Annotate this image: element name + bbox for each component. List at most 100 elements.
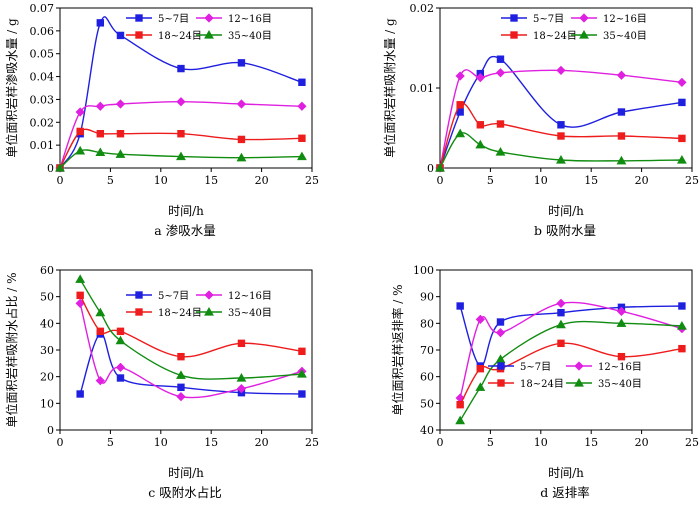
data-point [177, 64, 185, 73]
legend-item: 5~7目 [488, 362, 551, 373]
legend-marker [204, 13, 214, 23]
y-tick-label: 0.04 [30, 71, 55, 84]
legend-marker [579, 29, 589, 39]
x-axis-label: 时间/h [548, 204, 584, 218]
legend-item: 12~16目 [571, 13, 647, 25]
legend-marker [204, 290, 214, 300]
series-4 [55, 145, 307, 172]
y-tick-label: 0.05 [30, 48, 55, 61]
y-axis-label: 单位面积岩样返排率 / % [390, 284, 405, 415]
data-point [236, 384, 247, 394]
data-point [298, 390, 306, 398]
panel-c-adsorbed-water-ratio: 0 5 10 15 20 25 0 10 20 30 40 50 60 时间/h 单位面积岩样吸附水占比 /… [4, 264, 319, 500]
data-point [678, 134, 686, 143]
x-tick-label: 25 [305, 174, 319, 187]
data-point [476, 121, 485, 129]
legend-item: 5~7目 [126, 291, 189, 302]
series-2 [55, 97, 307, 173]
data-point [557, 132, 565, 140]
series-1 [76, 330, 306, 398]
legend-label: 12~16目 [228, 14, 272, 25]
data-point [236, 152, 247, 162]
legend-marker [135, 308, 143, 316]
data-point [495, 146, 506, 156]
legend-marker [510, 14, 518, 22]
y-tick-label: 0.06 [30, 25, 55, 38]
panel-b-adsorbed-water: 0 5 10 15 20 25 0 0.01 0.02 时间/h 单位面积岩样吸附水量 / g b 吸… [382, 2, 699, 238]
legend-marker [497, 379, 505, 387]
x-tick-label: 0 [437, 436, 444, 449]
x-tick-label: 20 [635, 174, 649, 187]
data-point [176, 97, 186, 107]
y-axis-label: 单位面积岩样吸附水占比 / % [4, 272, 19, 427]
legend-marker [497, 362, 505, 370]
data-point [556, 319, 566, 329]
data-point [176, 151, 186, 161]
data-point [298, 134, 306, 142]
data-point [556, 154, 566, 164]
x-axis-label: 时间/h [548, 466, 584, 480]
y-tick-label: 80 [420, 317, 434, 330]
legend-marker [135, 291, 143, 299]
legend-item: 18~24目 [126, 31, 202, 42]
data-point [116, 374, 125, 382]
legend-label: 12~16目 [603, 14, 647, 25]
plot-frame [439, 269, 693, 431]
x-tick-label: 10 [154, 174, 168, 187]
x-tick-label: 10 [534, 436, 548, 449]
data-point [55, 162, 65, 172]
legend-label: 5~7目 [533, 14, 564, 25]
data-point [176, 392, 186, 402]
data-point [678, 344, 686, 353]
data-point [616, 155, 627, 165]
legend-item: 18~24目 [126, 308, 202, 319]
legend-item: 35~40目 [196, 306, 272, 319]
x-tick-label: 5 [107, 436, 114, 449]
data-point [475, 72, 485, 83]
series-3 [456, 339, 686, 409]
y-tick-label: 50 [40, 291, 54, 304]
data-point [116, 31, 125, 40]
y-axis-label: 单位面积岩样渗吸水量 / g [4, 18, 19, 158]
legend-item: 35~40目 [196, 29, 272, 42]
data-point [496, 55, 505, 63]
legend-marker [135, 14, 143, 22]
y-tick-label: 0 [47, 162, 54, 175]
series-3 [56, 127, 306, 172]
series-line [79, 294, 303, 358]
data-point [617, 352, 626, 361]
data-point [556, 298, 566, 308]
y-axis-label: 单位面积岩样吸附水量 / g [382, 18, 397, 158]
data-point [455, 415, 466, 425]
y-tick-label: 10 [40, 397, 54, 410]
series-4 [455, 318, 687, 425]
data-point [455, 71, 465, 81]
data-point [76, 291, 84, 300]
legend-label: 18~24目 [158, 308, 202, 319]
series-2 [435, 65, 687, 173]
data-point [456, 302, 464, 310]
x-tick-label: 0 [57, 174, 64, 187]
data-point [297, 368, 307, 378]
data-point [475, 139, 486, 149]
legend-label: 35~40目 [228, 31, 272, 42]
series-line [79, 333, 302, 395]
series-4 [75, 274, 307, 382]
data-point [475, 382, 486, 391]
data-point [435, 162, 445, 172]
series-3 [76, 291, 306, 361]
y-tick-label: 50 [420, 397, 434, 410]
data-point [237, 135, 246, 144]
legend-label: 12~16目 [228, 291, 272, 302]
x-tick-label: 25 [305, 436, 319, 449]
data-point [297, 101, 307, 111]
data-point [95, 307, 106, 317]
x-axis-label: 时间/h [168, 466, 204, 480]
legend-item: 12~16目 [196, 290, 272, 302]
x-tick-label: 15 [204, 436, 218, 449]
x-tick-label: 10 [154, 436, 168, 449]
data-point [456, 101, 464, 109]
data-point [496, 120, 505, 128]
data-point [96, 130, 105, 138]
